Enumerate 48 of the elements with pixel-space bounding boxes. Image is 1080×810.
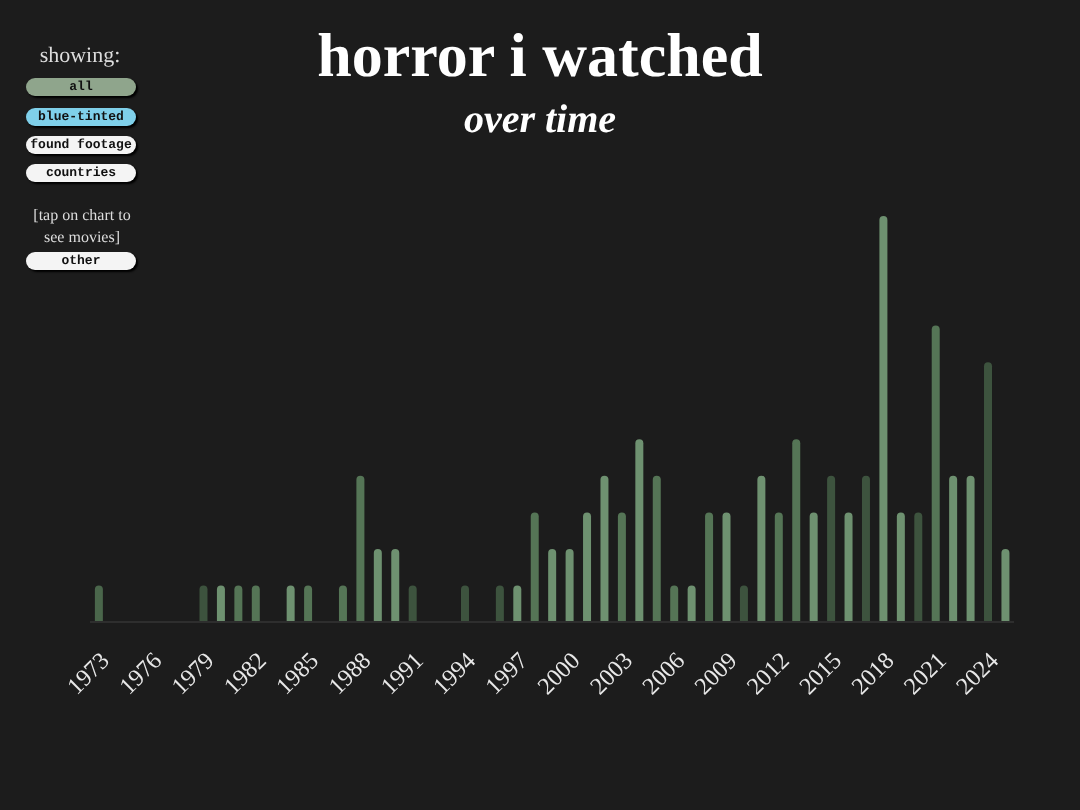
bar	[722, 512, 731, 622]
bar	[304, 585, 313, 622]
bar	[792, 439, 801, 622]
bar	[617, 512, 626, 622]
bar	[984, 362, 993, 622]
bar	[495, 585, 504, 622]
bar	[844, 512, 853, 622]
bar	[739, 585, 748, 622]
bar	[652, 475, 661, 622]
bar	[600, 475, 609, 622]
bar	[914, 512, 923, 622]
chart-title: horror i watched	[315, 20, 765, 92]
bar	[94, 585, 103, 622]
bar	[757, 475, 766, 622]
bar	[408, 585, 417, 622]
bar	[251, 585, 260, 622]
bar	[896, 512, 905, 622]
bar	[286, 585, 295, 622]
bar	[774, 512, 783, 622]
bar	[391, 548, 400, 622]
bar	[565, 548, 574, 622]
text: showing:	[37, 44, 123, 68]
bar	[670, 585, 679, 622]
bar	[216, 585, 225, 622]
bar	[548, 548, 557, 622]
bar	[513, 585, 522, 622]
bar	[234, 585, 243, 622]
bar	[530, 512, 539, 622]
bar	[635, 439, 644, 622]
bar	[356, 475, 365, 622]
bar	[373, 548, 382, 622]
bar	[460, 585, 469, 622]
bar	[199, 585, 208, 622]
bar	[827, 475, 836, 622]
bar	[966, 475, 975, 622]
bar	[861, 475, 870, 622]
annotation: [tap on chart to see movies]	[31, 204, 133, 248]
bar	[809, 512, 818, 622]
bar	[1001, 548, 1010, 622]
x-tick-label: 1991	[374, 646, 429, 701]
bar	[338, 585, 347, 622]
bar	[931, 325, 940, 622]
chart-subtitle: over time	[461, 98, 619, 144]
bar	[879, 216, 888, 622]
bar	[687, 585, 696, 622]
bar	[583, 512, 592, 622]
bar	[949, 475, 958, 622]
bar	[705, 512, 714, 622]
